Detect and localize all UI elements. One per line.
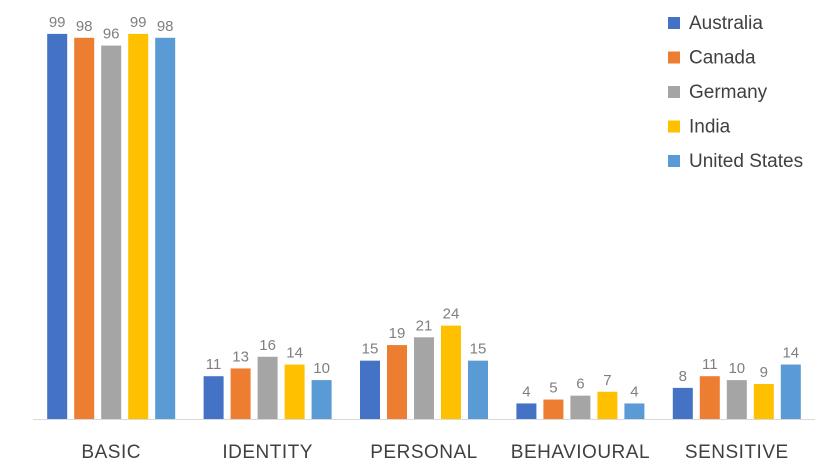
bar-identity-canada <box>230 368 251 419</box>
bar-personal-australia <box>360 360 380 419</box>
bar-behavioural-australia <box>516 403 537 419</box>
bar-behavioural-united-states <box>624 403 645 419</box>
data-label-behavioural-australia: 4 <box>522 383 530 400</box>
bar-identity-india <box>284 364 305 419</box>
bar-sensitive-india <box>753 383 774 419</box>
bars-group <box>47 33 801 420</box>
x-tick-behavioural: BEHAVIOURAL <box>511 442 650 463</box>
bar-identity-australia <box>203 376 224 419</box>
bar-personal-germany <box>414 337 434 419</box>
legend-swatch-australia <box>668 17 680 29</box>
data-label-sensitive-canada: 11 <box>702 356 718 373</box>
bar-sensitive-united-states <box>780 364 801 419</box>
bar-basic-germany <box>101 45 122 420</box>
bar-personal-india <box>441 325 461 419</box>
bar-behavioural-india <box>597 391 618 419</box>
data-label-behavioural-germany: 6 <box>576 376 584 393</box>
legend-swatch-germany <box>668 86 680 98</box>
data-label-personal-australia: 15 <box>362 341 379 358</box>
x-tick-sensitive: SENSITIVE <box>685 442 789 463</box>
legend-swatch-india <box>668 120 680 133</box>
bar-sensitive-germany <box>726 380 747 419</box>
data-label-basic-germany: 96 <box>103 26 120 43</box>
data-label-basic-canada: 98 <box>76 18 93 35</box>
data-label-personal-canada: 19 <box>389 325 406 342</box>
x-tick-basic: BASIC <box>81 442 141 463</box>
legend-label-india: India <box>689 117 731 138</box>
legend-label-canada: Canada <box>689 48 756 69</box>
bar-basic-united-states <box>155 37 176 419</box>
data-labels-group: 99 98 96 99 98 11 13 16 14 10 15 19 21 24 15 4 5 6 7 4 8 11 10… <box>49 14 799 401</box>
data-label-personal-united-states: 15 <box>470 341 487 358</box>
data-label-behavioural-india: 7 <box>603 372 611 389</box>
data-label-sensitive-united-states: 14 <box>782 345 799 362</box>
legend-swatch-united-states <box>668 155 680 167</box>
data-label-identity-australia: 11 <box>206 356 222 373</box>
data-label-identity-canada: 13 <box>232 348 249 365</box>
data-label-basic-australia: 99 <box>49 14 66 31</box>
legend-label-united-states: United States <box>689 151 803 172</box>
bar-behavioural-canada <box>543 399 564 419</box>
bar-sensitive-canada <box>699 376 720 419</box>
bar-basic-canada <box>74 37 95 419</box>
bar-basic-australia <box>47 33 68 419</box>
data-label-identity-germany: 16 <box>259 337 276 354</box>
data-label-basic-united-states: 98 <box>157 18 174 35</box>
legend-label-australia: Australia <box>689 13 763 34</box>
data-label-sensitive-germany: 10 <box>728 360 745 377</box>
data-label-sensitive-india: 9 <box>760 364 768 381</box>
legend-label-germany: Germany <box>689 82 768 103</box>
x-tick-labels: BASIC IDENTITY PERSONAL BEHAVIOURAL SENSITIV… <box>81 442 788 463</box>
legend-swatch-canada <box>668 51 680 64</box>
x-tick-personal: PERSONAL <box>370 442 477 463</box>
data-label-identity-united-states: 10 <box>313 360 330 377</box>
bar-behavioural-germany <box>570 395 591 419</box>
bar-sensitive-australia <box>672 387 693 419</box>
data-label-behavioural-united-states: 4 <box>630 383 638 400</box>
bar-identity-germany <box>257 356 278 419</box>
bar-identity-united-states <box>311 380 332 419</box>
data-label-identity-india: 14 <box>286 345 303 362</box>
data-label-personal-india: 24 <box>443 306 460 323</box>
data-label-personal-germany: 21 <box>416 317 433 334</box>
data-label-behavioural-canada: 5 <box>549 380 557 397</box>
bar-personal-united-states <box>468 360 488 419</box>
data-label-basic-india: 99 <box>130 14 147 31</box>
bar-personal-canada <box>387 345 407 419</box>
data-label-sensitive-australia: 8 <box>679 368 687 385</box>
legend: Australia Canada Germany India United States <box>668 13 803 172</box>
x-tick-identity: IDENTITY <box>222 442 313 463</box>
bar-basic-india <box>128 33 149 419</box>
